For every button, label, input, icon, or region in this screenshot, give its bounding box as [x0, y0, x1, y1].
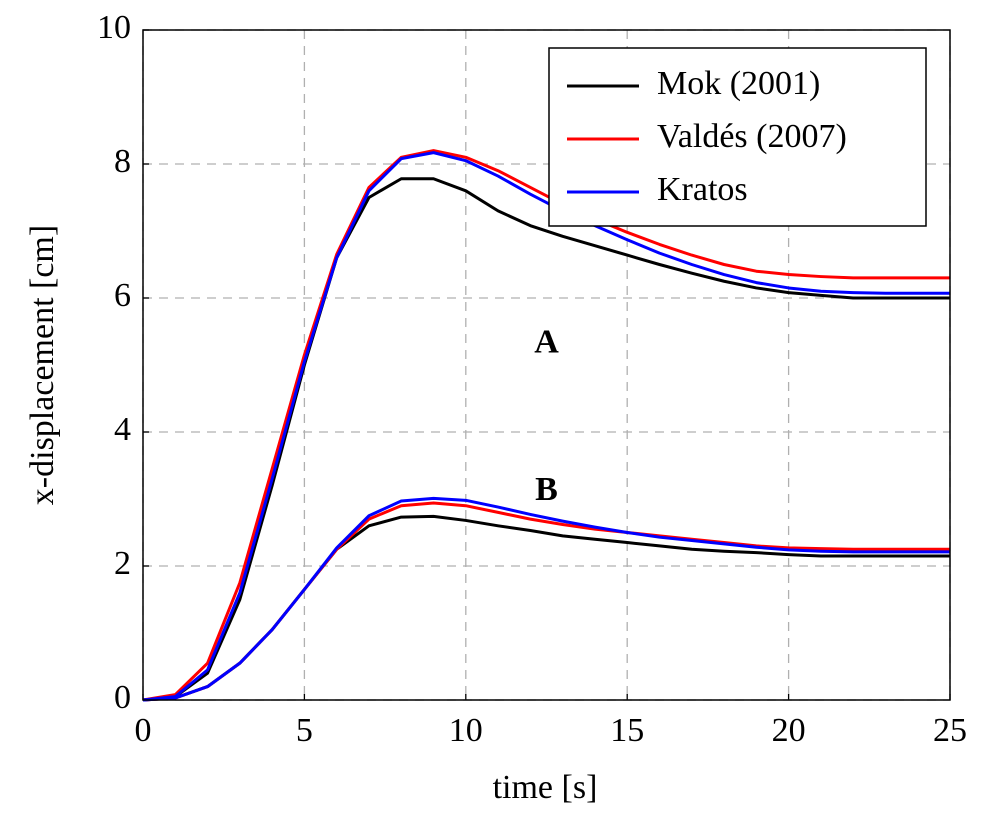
legend-label: Valdés (2007)	[657, 118, 847, 155]
legend-label: Kratos	[657, 171, 748, 208]
y-tick-label: 8	[114, 143, 131, 180]
x-tick-label: 5	[296, 712, 313, 749]
x-axis-label: time [s]	[493, 769, 598, 806]
x-tick-label: 0	[135, 712, 152, 749]
data-line	[142, 151, 950, 702]
x-tick-label: 10	[449, 712, 483, 749]
x-tick-label: 20	[772, 712, 806, 749]
data-line	[142, 496, 950, 702]
legend-box	[548, 47, 927, 227]
data-line	[142, 177, 950, 702]
x-tick-label: 25	[933, 712, 967, 749]
data-line	[142, 514, 950, 702]
y-axis-label: x-displacement [cm]	[24, 225, 61, 505]
y-tick-label: 0	[114, 679, 131, 716]
y-tick-label: 2	[114, 545, 131, 582]
plot-frame	[142, 29, 951, 701]
x-tick-label: 15	[610, 712, 644, 749]
data-line	[142, 149, 950, 702]
legend-label: Mok (2001)	[657, 65, 820, 102]
y-tick-label: 10	[97, 9, 131, 46]
y-tick-label: 6	[114, 277, 131, 314]
y-tick-label: 4	[114, 411, 131, 448]
annotation: A	[534, 324, 559, 361]
annotation: B	[535, 471, 558, 508]
